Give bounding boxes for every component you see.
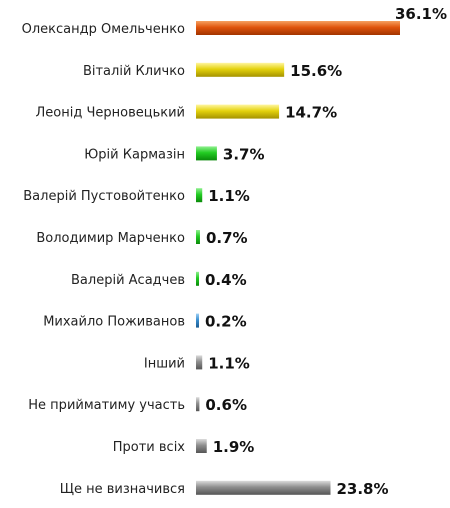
- bar: [196, 397, 200, 412]
- value-label: 14.7%: [285, 104, 337, 122]
- bar: [196, 480, 331, 495]
- value-label: 36.1%: [395, 5, 447, 23]
- value-label: 15.6%: [290, 62, 342, 80]
- bar: [196, 355, 203, 370]
- category-label: Леонід Черновецький: [36, 106, 186, 121]
- value-label: 3.7%: [223, 145, 265, 163]
- category-label: Юрій Кармазін: [84, 147, 185, 162]
- category-label: Валерій Асадчев: [71, 273, 185, 288]
- category-label: Інший: [144, 356, 185, 371]
- value-label: 1.1%: [208, 354, 250, 372]
- value-label: 1.9%: [213, 438, 255, 456]
- category-label: Проти всіх: [113, 440, 186, 455]
- value-label: 0.2%: [205, 313, 247, 331]
- bar: [196, 62, 285, 77]
- bar: [196, 230, 200, 244]
- category-label: Ще не визначився: [60, 482, 185, 497]
- value-label: 23.8%: [336, 480, 388, 498]
- chart-rows: Олександр Омельченко 36.1% Віталій Кличко 1…: [22, 5, 447, 498]
- bar: [196, 104, 280, 119]
- category-label: Володимир Марченко: [36, 231, 185, 246]
- category-label: Олександр Омельченко: [22, 22, 185, 37]
- value-label: 0.4%: [205, 271, 247, 289]
- value-label: 0.6%: [205, 396, 247, 414]
- category-label: Не прийматиму участь: [28, 398, 185, 413]
- bar: [196, 271, 199, 286]
- bar: [196, 146, 217, 161]
- bar: [196, 21, 400, 35]
- category-label: Валерій Пустовойтенко: [23, 189, 185, 204]
- category-label: Михайло Поживанов: [43, 315, 185, 330]
- value-label: 0.7%: [206, 229, 248, 247]
- bar: [196, 313, 199, 328]
- bar: [196, 439, 207, 453]
- category-label: Віталій Кличко: [83, 64, 185, 79]
- bar: [196, 188, 203, 203]
- value-label: 1.1%: [208, 187, 250, 205]
